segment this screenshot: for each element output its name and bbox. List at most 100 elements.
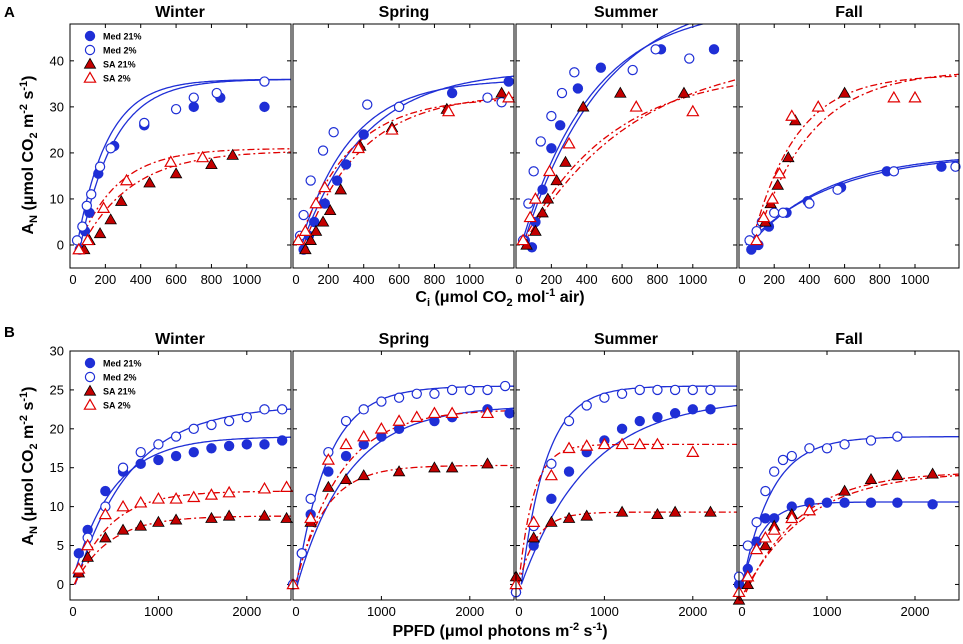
subplot-title-b-winter: Winter bbox=[155, 331, 205, 348]
data-point-sa2 bbox=[187, 490, 201, 503]
x-tick-label: 200 bbox=[95, 272, 117, 287]
data-point-med2 bbox=[464, 384, 475, 396]
data-point-sa2 bbox=[785, 109, 799, 121]
data-point-med2 bbox=[535, 136, 546, 147]
data-point-med2 bbox=[259, 76, 270, 87]
data-point-sa21 bbox=[529, 224, 542, 236]
y-tick-label: 20 bbox=[50, 421, 64, 436]
data-point-med2 bbox=[86, 189, 97, 200]
data-point-sa2 bbox=[169, 492, 183, 504]
data-point-sa2 bbox=[81, 233, 95, 246]
data-point-sa2 bbox=[887, 90, 901, 103]
subplot-a-spring: 0 200 400 600 800 1000 bbox=[291, 23, 516, 287]
data-point-med2 bbox=[821, 443, 833, 454]
subplot-title-a-spring: Spring bbox=[379, 4, 430, 21]
data-point-sa21 bbox=[580, 509, 594, 521]
data-point-sa21 bbox=[93, 227, 107, 239]
data-point-sa2 bbox=[523, 210, 537, 223]
data-point-med2 bbox=[865, 435, 877, 446]
data-point-med2 bbox=[117, 462, 129, 473]
data-point-sa2 bbox=[757, 210, 771, 223]
data-point-sa2 bbox=[445, 406, 459, 419]
data-point-sa21 bbox=[392, 465, 406, 477]
data-point-sa2 bbox=[392, 414, 406, 426]
data-point-med2 bbox=[94, 161, 106, 172]
data-point-sa2 bbox=[749, 233, 764, 246]
data-point-sa21 bbox=[838, 484, 851, 496]
data-point-med2 bbox=[429, 388, 440, 399]
data-point-med2 bbox=[652, 384, 663, 396]
data-point-sa21 bbox=[205, 158, 218, 170]
legend-label: Med 21% bbox=[103, 359, 142, 369]
y-tick-label: 0 bbox=[57, 577, 64, 592]
subplot-frame bbox=[69, 23, 292, 269]
subplot-title-b-summer: Summer bbox=[594, 331, 658, 348]
subplot-a-winter: 0 200 400 600 800 1000 0 10 20 30 40 Med 21% Med 2% S… bbox=[50, 23, 292, 287]
data-point-med2 bbox=[684, 53, 695, 64]
data-point-med21 bbox=[563, 466, 575, 477]
data-point-sa21 bbox=[99, 531, 112, 543]
data-point-sa21 bbox=[81, 550, 94, 562]
fit-line-med2 bbox=[299, 80, 514, 246]
fit-line-sa2 bbox=[750, 75, 959, 246]
x-tick-label: 0 bbox=[292, 604, 299, 619]
data-point-sa2 bbox=[650, 437, 665, 450]
data-point-med21 bbox=[504, 408, 515, 419]
subplot-b-fall: 0 1000 2000 bbox=[732, 350, 960, 619]
data-point-med21 bbox=[546, 143, 557, 154]
data-point-sa21 bbox=[545, 515, 558, 527]
data-point-med21 bbox=[309, 216, 320, 228]
data-point-sa2 bbox=[597, 437, 612, 450]
data-point-med2 bbox=[170, 431, 182, 442]
subplot-a-fall: 0 200 400 600 800 1000 bbox=[738, 23, 961, 287]
fit-line-sa2 bbox=[73, 490, 291, 585]
data-point-sa21 bbox=[322, 480, 335, 492]
data-point-med2 bbox=[563, 415, 575, 427]
data-point-sa21 bbox=[226, 148, 239, 160]
data-point-med21 bbox=[865, 497, 877, 508]
data-point-sa2 bbox=[318, 180, 332, 193]
data-point-sa21 bbox=[559, 155, 572, 167]
data-point-sa2 bbox=[686, 445, 700, 457]
subplot-frame bbox=[292, 23, 515, 269]
data-point-sa2 bbox=[686, 104, 700, 117]
data-point-med21 bbox=[555, 120, 566, 131]
data-point-med21 bbox=[259, 101, 270, 113]
data-point-sa21 bbox=[169, 513, 183, 525]
legend-marker bbox=[84, 44, 96, 56]
data-point-sa21 bbox=[334, 183, 348, 195]
x-tick-label: 0 bbox=[69, 272, 76, 287]
legend-label: SA 21% bbox=[103, 60, 136, 70]
subplot-frame bbox=[69, 350, 292, 601]
x-tick-label: 800 bbox=[869, 272, 891, 287]
data-point-med2 bbox=[804, 443, 815, 454]
data-point-sa2 bbox=[351, 141, 366, 154]
data-point-sa21 bbox=[864, 472, 878, 484]
fit-line-med2 bbox=[520, 24, 706, 246]
subplot-frame bbox=[515, 350, 738, 601]
fit-line-med21 bbox=[296, 407, 514, 585]
data-point-med21 bbox=[705, 404, 716, 415]
data-point-sa21 bbox=[527, 531, 540, 543]
x-tick-label: 400 bbox=[130, 272, 152, 287]
legend-label: SA 21% bbox=[103, 387, 136, 397]
data-point-med21 bbox=[537, 184, 548, 195]
data-point-med21 bbox=[634, 415, 645, 427]
data-point-sa21 bbox=[114, 194, 128, 206]
x-tick-label: 2000 bbox=[678, 604, 707, 619]
data-point-med21 bbox=[135, 458, 146, 470]
data-point-sa21 bbox=[258, 509, 271, 521]
legend-marker bbox=[83, 398, 97, 410]
data-point-sa21 bbox=[651, 508, 664, 520]
data-point-sa21 bbox=[550, 174, 563, 186]
data-point-med21 bbox=[241, 439, 252, 450]
y-tick-label: 5 bbox=[57, 538, 64, 553]
data-point-med21 bbox=[652, 411, 663, 423]
fit-line-sa21 bbox=[295, 464, 514, 585]
data-point-med2 bbox=[528, 166, 539, 177]
fit-line-med21 bbox=[301, 75, 514, 246]
data-point-sa21 bbox=[309, 224, 323, 236]
data-point-med21 bbox=[323, 466, 334, 477]
data-point-sa2 bbox=[357, 429, 371, 442]
